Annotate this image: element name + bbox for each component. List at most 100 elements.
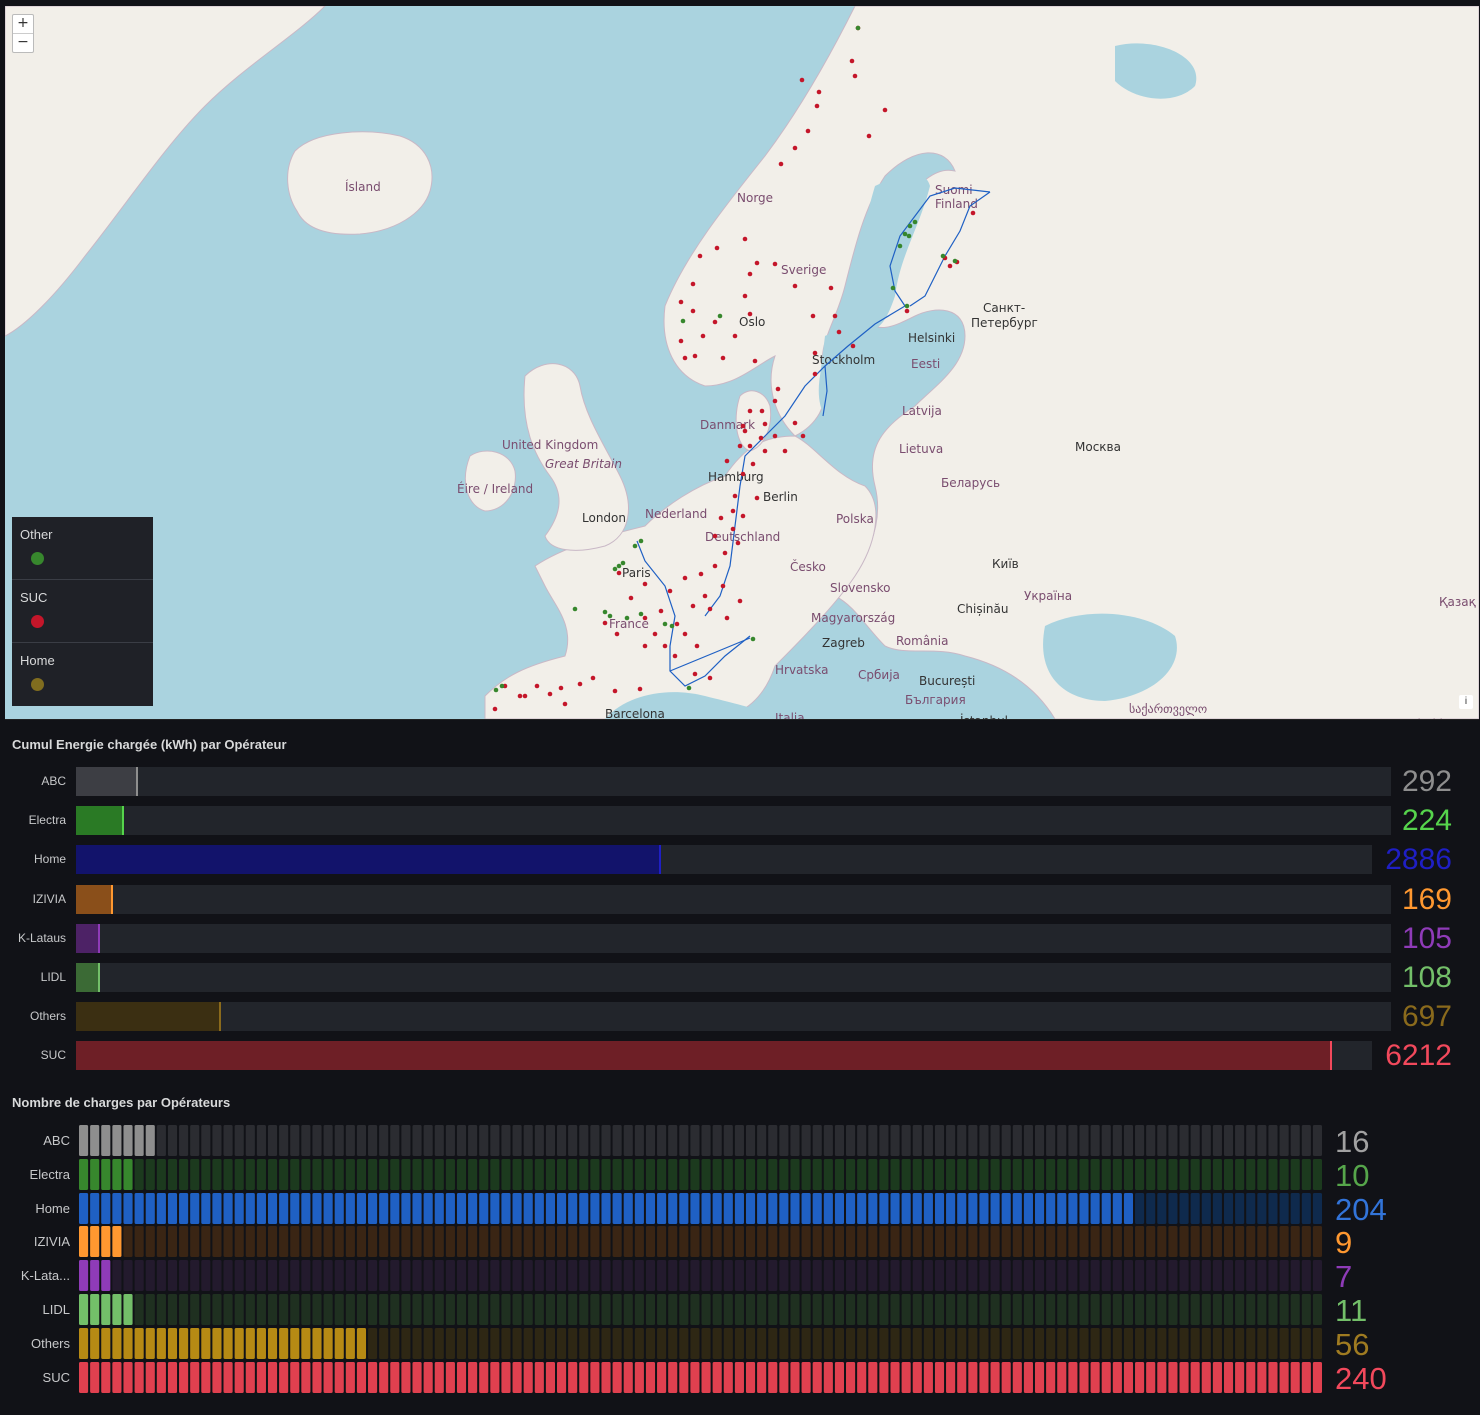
charge-point-suc[interactable] xyxy=(534,683,540,689)
charge-point-suc[interactable] xyxy=(772,433,778,439)
charge-point-other[interactable] xyxy=(616,563,622,569)
charge-point-suc[interactable] xyxy=(792,283,798,289)
charge-point-suc[interactable] xyxy=(712,533,718,539)
charge-point-suc[interactable] xyxy=(697,253,703,259)
charge-point-suc[interactable] xyxy=(810,313,816,319)
charge-point-suc[interactable] xyxy=(628,595,634,601)
charge-point-other[interactable] xyxy=(620,560,626,566)
charge-point-suc[interactable] xyxy=(792,145,798,151)
charge-point-suc[interactable] xyxy=(737,598,743,604)
charge-point-suc[interactable] xyxy=(662,643,668,649)
charge-point-other[interactable] xyxy=(855,25,861,31)
charge-point-suc[interactable] xyxy=(707,675,713,681)
charge-point-suc[interactable] xyxy=(678,299,684,305)
attribution-info-icon[interactable]: i xyxy=(1459,695,1473,709)
charge-point-suc[interactable] xyxy=(750,461,756,467)
charge-point-suc[interactable] xyxy=(562,701,568,707)
charge-point-suc[interactable] xyxy=(682,575,688,581)
charge-point-suc[interactable] xyxy=(690,603,696,609)
charge-point-suc[interactable] xyxy=(652,631,658,637)
charge-point-suc[interactable] xyxy=(712,563,718,569)
charge-point-suc[interactable] xyxy=(612,688,618,694)
charge-point-suc[interactable] xyxy=(772,261,778,267)
charge-point-suc[interactable] xyxy=(762,421,768,427)
charge-point-other[interactable] xyxy=(906,233,912,239)
charge-point-suc[interactable] xyxy=(702,593,708,599)
charge-point-suc[interactable] xyxy=(730,508,736,514)
charge-point-suc[interactable] xyxy=(667,588,673,594)
charge-point-other[interactable] xyxy=(717,313,723,319)
charge-point-other[interactable] xyxy=(907,223,913,229)
charge-point-suc[interactable] xyxy=(678,338,684,344)
charge-point-other[interactable] xyxy=(669,623,675,629)
charge-point-suc[interactable] xyxy=(805,128,811,134)
charge-point-other[interactable] xyxy=(602,609,608,615)
charge-point-other[interactable] xyxy=(897,243,903,249)
charge-point-suc[interactable] xyxy=(747,443,753,449)
charge-point-suc[interactable] xyxy=(682,355,688,361)
charge-point-suc[interactable] xyxy=(742,236,748,242)
charge-point-suc[interactable] xyxy=(800,433,806,439)
charge-point-suc[interactable] xyxy=(814,103,820,109)
charge-point-suc[interactable] xyxy=(782,448,788,454)
charge-point-suc[interactable] xyxy=(724,615,730,621)
charge-point-suc[interactable] xyxy=(850,343,856,349)
charge-point-other[interactable] xyxy=(624,615,630,621)
charge-point-suc[interactable] xyxy=(642,615,648,621)
charge-point-other[interactable] xyxy=(572,606,578,612)
charge-point-suc[interactable] xyxy=(674,621,680,627)
charge-point-suc[interactable] xyxy=(882,107,888,113)
charge-point-other[interactable] xyxy=(890,285,896,291)
charge-point-suc[interactable] xyxy=(658,608,664,614)
charge-point-suc[interactable] xyxy=(732,493,738,499)
charge-point-suc[interactable] xyxy=(707,606,713,612)
charge-point-other[interactable] xyxy=(638,538,644,544)
charge-point-suc[interactable] xyxy=(866,133,872,139)
charge-point-suc[interactable] xyxy=(642,581,648,587)
charge-point-suc[interactable] xyxy=(775,386,781,392)
charge-point-other[interactable] xyxy=(750,636,756,642)
charge-point-suc[interactable] xyxy=(752,358,758,364)
charge-point-suc[interactable] xyxy=(812,350,818,356)
charge-point-suc[interactable] xyxy=(720,355,726,361)
charge-point-suc[interactable] xyxy=(742,293,748,299)
charge-point-suc[interactable] xyxy=(792,420,798,426)
charge-point-other[interactable] xyxy=(686,685,692,691)
charge-point-suc[interactable] xyxy=(602,620,608,626)
charge-point-suc[interactable] xyxy=(558,685,564,691)
charge-point-suc[interactable] xyxy=(904,308,910,314)
charge-point-other[interactable] xyxy=(902,231,908,237)
charge-point-suc[interactable] xyxy=(714,245,720,251)
charge-point-suc[interactable] xyxy=(836,329,842,335)
charge-point-suc[interactable] xyxy=(700,333,706,339)
charge-point-suc[interactable] xyxy=(637,686,643,692)
charge-point-suc[interactable] xyxy=(812,371,818,377)
zoom-out-button[interactable]: − xyxy=(13,33,33,52)
charge-point-suc[interactable] xyxy=(778,161,784,167)
charge-point-suc[interactable] xyxy=(590,675,596,681)
charge-point-suc[interactable] xyxy=(849,58,855,64)
charge-point-suc[interactable] xyxy=(694,643,700,649)
charge-point-suc[interactable] xyxy=(616,570,622,576)
charge-point-suc[interactable] xyxy=(852,73,858,79)
charge-point-suc[interactable] xyxy=(690,281,696,287)
charge-point-other[interactable] xyxy=(607,613,613,619)
charge-point-suc[interactable] xyxy=(517,693,523,699)
charge-point-suc[interactable] xyxy=(828,285,834,291)
charge-point-other[interactable] xyxy=(904,303,910,309)
charge-point-suc[interactable] xyxy=(740,513,746,519)
charge-point-suc[interactable] xyxy=(642,643,648,649)
charge-point-suc[interactable] xyxy=(720,583,726,589)
charge-point-suc[interactable] xyxy=(799,77,805,83)
charge-point-other[interactable] xyxy=(499,683,505,689)
charge-point-other[interactable] xyxy=(952,258,958,264)
charge-point-suc[interactable] xyxy=(722,550,728,556)
charge-point-suc[interactable] xyxy=(732,333,738,339)
charge-point-suc[interactable] xyxy=(772,398,778,404)
charge-point-suc[interactable] xyxy=(747,408,753,414)
charge-point-other[interactable] xyxy=(662,621,668,627)
charge-point-suc[interactable] xyxy=(672,653,678,659)
map-panel[interactable]: Ísland Norge Sverige Suomi Finland Oslo Stockh… xyxy=(5,6,1479,720)
charge-point-suc[interactable] xyxy=(682,631,688,637)
